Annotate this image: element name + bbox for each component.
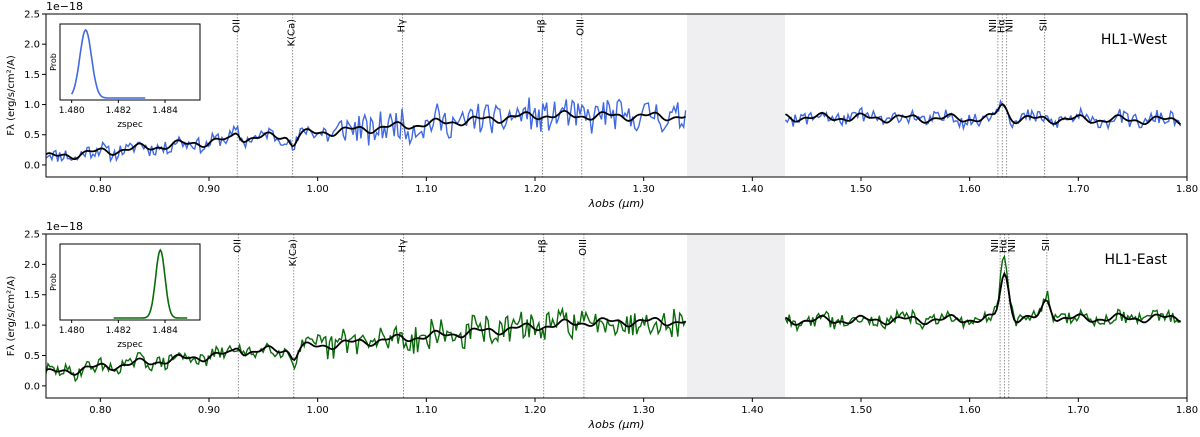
x-tick-label-3: 1.10 <box>415 405 437 416</box>
inset-x-label: zspec <box>117 340 143 350</box>
y-tick-label-5: 2.5 <box>24 10 40 21</box>
inset-x-tick-label-0: 1.480 <box>59 106 85 116</box>
y-tick-label-4: 2.0 <box>24 40 40 51</box>
line-label-8: SII <box>1041 239 1052 251</box>
object-label: HL1-East <box>1105 252 1168 268</box>
y-axis-label: Fλ (erg/s/cm²/A) <box>6 55 17 136</box>
x-tick-label-9: 1.70 <box>1067 405 1089 416</box>
inset-x-tick-label-1: 1.482 <box>105 106 131 116</box>
y-tick-label-1: 0.5 <box>24 351 40 362</box>
line-label-3: Hβ <box>538 239 549 253</box>
x-tick-label-9: 1.70 <box>1067 184 1089 195</box>
x-tick-label-2: 1.00 <box>307 184 329 195</box>
line-label-7: NII <box>1005 19 1016 32</box>
plot-frame <box>45 13 1188 178</box>
object-label: HL1-West <box>1101 32 1168 48</box>
y-tick-label-2: 1.0 <box>24 100 40 111</box>
line-label-6: Hα <box>996 19 1007 34</box>
x-tick-label-10: 1.80 <box>1176 184 1198 195</box>
line-label-5: NII <box>988 19 999 32</box>
inset-probability-curve <box>113 248 188 319</box>
x-tick-label-3: 1.10 <box>415 184 437 195</box>
line-label-0: OII <box>232 239 243 253</box>
line-label-1: K(Ca) <box>287 19 298 47</box>
y-axis-label: Fλ (erg/s/cm²/A) <box>6 276 17 357</box>
y-tick-label-0: 0.0 <box>24 381 40 392</box>
y-tick-label-5: 2.5 <box>24 230 40 241</box>
observed-spectrum-line <box>46 254 1181 383</box>
line-label-5: NII <box>990 239 1001 252</box>
x-tick-label-2: 1.00 <box>307 405 329 416</box>
inset-x-tick-label-0: 1.480 <box>59 326 85 336</box>
x-axis-label: λobs (μm) <box>588 418 645 431</box>
x-tick-label-0: 0.80 <box>89 405 111 416</box>
x-tick-label-10: 1.80 <box>1176 405 1198 416</box>
observed-spectrum-line <box>46 97 1182 163</box>
line-label-8: SII <box>1039 19 1050 31</box>
x-axis-label: λobs (μm) <box>588 197 645 210</box>
inset-x-tick-label-2: 1.484 <box>152 326 178 336</box>
x-tick-label-6: 1.40 <box>741 405 763 416</box>
detector-gap-region <box>687 14 785 177</box>
inset-frame <box>59 243 201 321</box>
x-tick-label-0: 0.80 <box>89 184 111 195</box>
x-tick-label-1: 0.90 <box>198 184 220 195</box>
detector-gap-region <box>687 234 785 398</box>
line-label-7: NII <box>1007 239 1018 252</box>
line-label-0: OII <box>231 19 242 33</box>
x-tick-label-5: 1.30 <box>633 405 655 416</box>
x-tick-label-1: 0.90 <box>198 405 220 416</box>
inset-x-label: zspec <box>117 120 143 130</box>
line-label-1: K(Ca) <box>288 239 299 267</box>
x-tick-label-6: 1.40 <box>741 184 763 195</box>
inset-probability-curve <box>70 28 146 99</box>
plot-frame <box>45 233 1188 399</box>
y-tick-label-0: 0.0 <box>24 160 40 171</box>
line-label-2: Hγ <box>396 19 407 33</box>
x-tick-label-7: 1.50 <box>850 405 872 416</box>
line-label-4: OIII <box>578 239 589 256</box>
inset-y-label: Prob <box>49 53 58 71</box>
line-label-6: Hα <box>998 239 1009 254</box>
x-tick-label-8: 1.60 <box>959 405 981 416</box>
model-spectrum-line <box>46 102 1182 161</box>
y-tick-label-2: 1.0 <box>24 321 40 332</box>
y-tick-label-3: 1.5 <box>24 290 40 301</box>
inset-x-tick-label-1: 1.482 <box>105 326 131 336</box>
x-tick-label-7: 1.50 <box>850 184 872 195</box>
y-tick-label-1: 0.5 <box>24 130 40 141</box>
model-spectrum-line <box>46 271 1182 376</box>
inset-x-tick-label-2: 1.484 <box>152 106 178 116</box>
inset-y-label: Prob <box>49 273 58 291</box>
x-tick-label-8: 1.60 <box>959 184 981 195</box>
x-tick-label-4: 1.20 <box>524 405 546 416</box>
line-label-2: Hγ <box>398 239 409 253</box>
y-exponent-label: 1e−18 <box>46 220 83 233</box>
x-tick-label-4: 1.20 <box>524 184 546 195</box>
y-tick-label-4: 2.0 <box>24 260 40 271</box>
line-label-3: Hβ <box>537 19 548 33</box>
inset-frame <box>59 23 201 101</box>
inset-redshift-probability: 1.480 1.482 1.484 zspec Prob <box>49 243 201 350</box>
y-exponent-label: 1e−18 <box>46 0 83 13</box>
y-tick-label-3: 1.5 <box>24 70 40 81</box>
line-label-4: OIII <box>576 19 587 36</box>
inset-redshift-probability: 1.480 1.482 1.484 zspec Prob <box>49 23 201 130</box>
x-tick-label-5: 1.30 <box>633 184 655 195</box>
